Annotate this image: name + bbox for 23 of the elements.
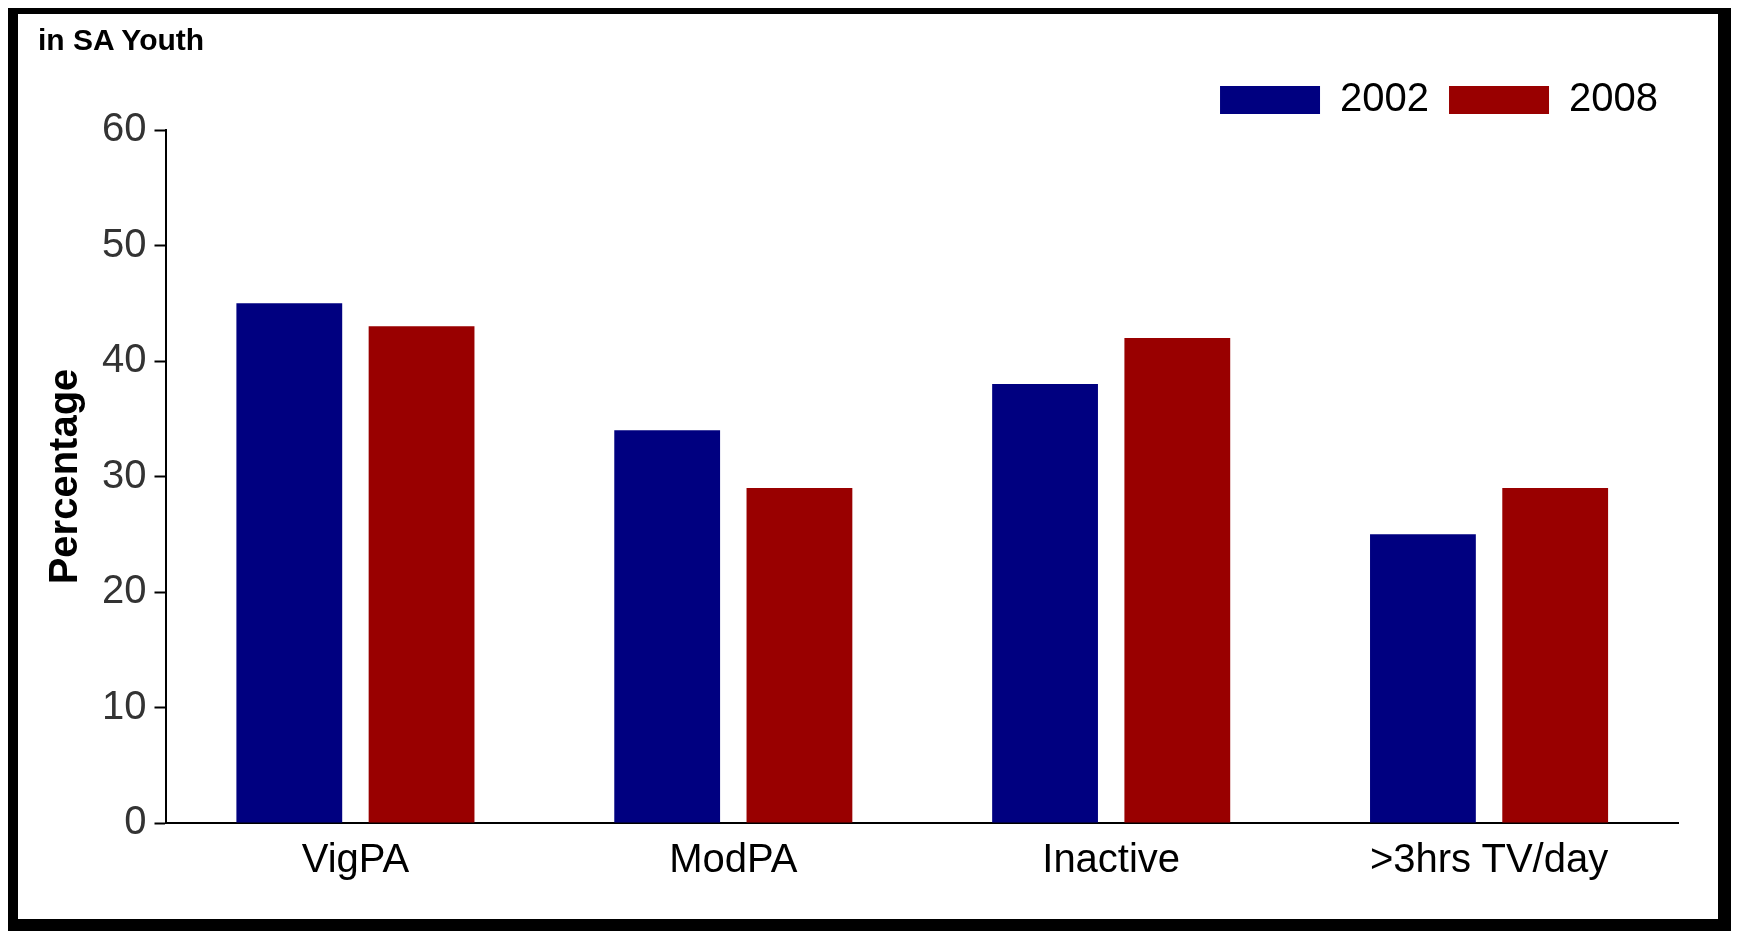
bar	[992, 384, 1098, 823]
legend-label: 2008	[1569, 75, 1658, 120]
y-tick-label: 60	[101, 105, 147, 150]
y-tick-label: 40	[101, 336, 147, 381]
y-tick-label: 50	[101, 220, 147, 265]
bar	[746, 488, 853, 823]
y-tick-label: 20	[101, 567, 147, 612]
y-tick-label: 10	[101, 682, 147, 727]
bar	[1502, 488, 1609, 823]
x-tick-label: >3hrs TV/day	[1369, 836, 1609, 881]
bar	[236, 303, 343, 823]
bar	[614, 430, 721, 823]
legend-label: 2002	[1340, 75, 1430, 120]
bar	[1124, 337, 1231, 823]
bar	[368, 326, 475, 823]
x-tick-label: Inactive	[1042, 836, 1181, 881]
bar	[1370, 534, 1476, 823]
x-tick-label: ModPA	[669, 836, 798, 881]
x-tick-label: VigPA	[301, 836, 410, 881]
y-tick-label: 30	[101, 451, 147, 496]
y-axis-title: Percentage	[41, 368, 86, 585]
chart-title: in SA Youth	[38, 23, 205, 57]
y-tick-label: 0	[124, 798, 147, 843]
